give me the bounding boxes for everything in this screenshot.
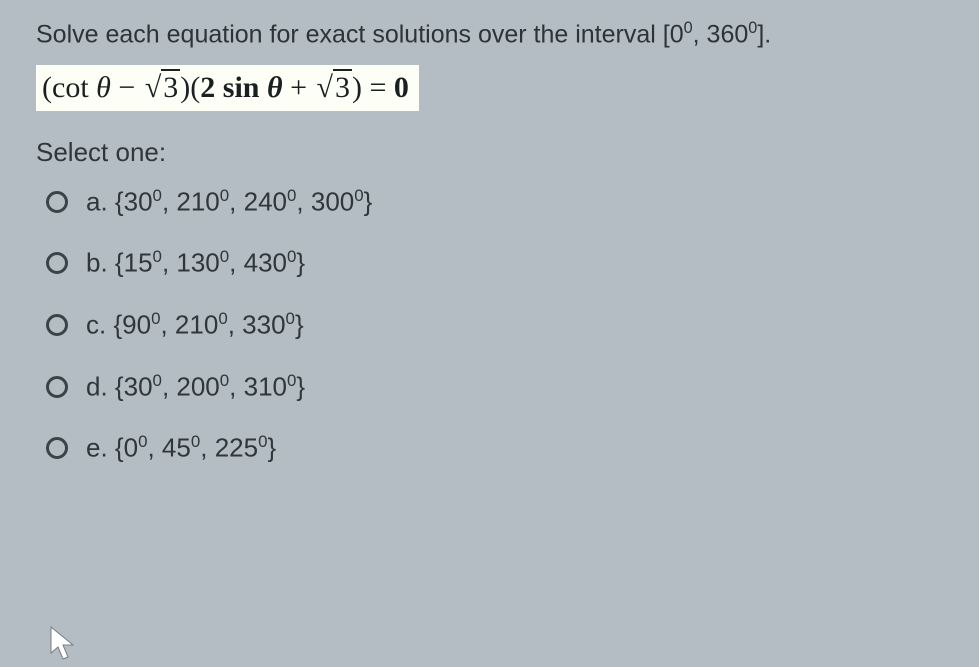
- option-text: , 225: [200, 433, 258, 463]
- stem-suffix: ].: [757, 20, 771, 48]
- degree-sup: 0: [191, 432, 200, 451]
- option-letter: d.: [86, 371, 108, 401]
- option-d-label: d. {300, 2000, 3100}: [86, 371, 305, 403]
- option-text: {30: [115, 186, 153, 216]
- degree-sup: 0: [287, 186, 296, 205]
- degree-sup: 0: [684, 19, 693, 37]
- stem-mid: , 360: [693, 20, 749, 48]
- eq-lparen2: (: [190, 71, 200, 104]
- eq-two: 2: [200, 71, 215, 104]
- option-text: }: [296, 371, 305, 401]
- question-stem: Solve each equation for exact solutions …: [36, 18, 955, 51]
- radio-a[interactable]: [46, 191, 68, 213]
- option-text: }: [364, 186, 373, 216]
- eq-zero: 0: [394, 71, 409, 104]
- degree-sup: 0: [153, 371, 162, 390]
- option-text: , 430: [229, 248, 287, 278]
- degree-sup: 0: [287, 371, 296, 390]
- degree-sup: 0: [258, 432, 267, 451]
- option-text: , 300: [296, 186, 354, 216]
- eq-rparen1: ): [180, 71, 190, 104]
- degree-sup: 0: [220, 186, 229, 205]
- option-text: , 240: [229, 186, 287, 216]
- option-b-label: b. {150, 1300, 4300}: [86, 247, 305, 279]
- option-text: , 130: [162, 248, 220, 278]
- eq-theta1: θ: [96, 71, 111, 104]
- cursor-icon: [48, 625, 82, 663]
- option-letter: a.: [86, 186, 108, 216]
- degree-sup: 0: [153, 247, 162, 266]
- eq-rad-b: 3: [333, 69, 352, 104]
- option-letter: b.: [86, 248, 108, 278]
- eq-sqrt-a: 3: [143, 71, 180, 104]
- degree-sup: 0: [220, 247, 229, 266]
- option-text: , 210: [162, 186, 220, 216]
- eq-rad-a: 3: [161, 69, 180, 104]
- eq-eq: =: [362, 71, 394, 104]
- radio-e[interactable]: [46, 437, 68, 459]
- option-text: }: [296, 248, 305, 278]
- eq-sqrt-b: 3: [315, 71, 352, 104]
- option-c[interactable]: c. {900, 2100, 3300}: [46, 309, 955, 341]
- option-e[interactable]: e. {00, 450, 2250}: [46, 432, 955, 464]
- option-c-label: c. {900, 2100, 3300}: [86, 309, 304, 341]
- degree-sup: 0: [218, 309, 227, 328]
- option-text: {0: [115, 433, 138, 463]
- degree-sup: 0: [286, 309, 295, 328]
- option-b[interactable]: b. {150, 1300, 4300}: [46, 247, 955, 279]
- option-text: , 210: [160, 310, 218, 340]
- option-text: }: [295, 310, 304, 340]
- eq-sin: sin: [215, 71, 259, 104]
- radio-b[interactable]: [46, 252, 68, 274]
- eq-theta2: θ: [260, 71, 283, 104]
- option-text: }: [268, 433, 277, 463]
- radio-d[interactable]: [46, 376, 68, 398]
- degree-sup: 0: [287, 247, 296, 266]
- option-text: {90: [113, 310, 151, 340]
- eq-lparen1: (: [42, 71, 52, 104]
- option-a-label: a. {300, 2100, 2400, 3000}: [86, 186, 372, 218]
- option-e-label: e. {00, 450, 2250}: [86, 432, 276, 464]
- eq-rparen2: ): [352, 71, 362, 104]
- options-list: a. {300, 2100, 2400, 3000} b. {150, 1300…: [36, 186, 955, 464]
- option-text: {30: [115, 371, 153, 401]
- degree-sup: 0: [153, 186, 162, 205]
- option-text: , 200: [162, 371, 220, 401]
- select-one-label: Select one:: [36, 137, 955, 168]
- option-a[interactable]: a. {300, 2100, 2400, 3000}: [46, 186, 955, 218]
- equation: (cot θ − 3)(2 sin θ + 3) = 0: [36, 65, 419, 111]
- option-text: {15: [115, 248, 153, 278]
- eq-plus: +: [283, 71, 315, 104]
- eq-minus: −: [111, 71, 143, 104]
- degree-sup: 0: [220, 371, 229, 390]
- option-letter: c.: [86, 310, 106, 340]
- option-text: , 330: [228, 310, 286, 340]
- degree-sup: 0: [354, 186, 363, 205]
- radio-c[interactable]: [46, 314, 68, 336]
- eq-cot: cot: [52, 71, 89, 104]
- option-text: , 310: [229, 371, 287, 401]
- option-text: , 45: [147, 433, 190, 463]
- option-letter: e.: [86, 433, 108, 463]
- degree-sup: 0: [748, 19, 757, 37]
- option-d[interactable]: d. {300, 2000, 3100}: [46, 371, 955, 403]
- stem-prefix: Solve each equation for exact solutions …: [36, 20, 684, 48]
